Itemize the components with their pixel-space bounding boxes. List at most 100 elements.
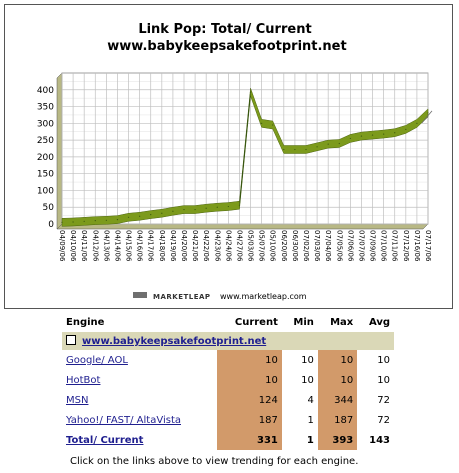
col-max: Max (330, 316, 354, 328)
table-row: HotBot 10 10 10 10 (62, 370, 394, 390)
data-point (205, 207, 207, 209)
x-tick-label: 04/17/06 (147, 230, 155, 262)
max-cell: 10 (317, 370, 358, 390)
x-tick-label: 04/15/06 (125, 230, 133, 262)
x-tick-label: 04/12/06 (91, 230, 99, 262)
data-point (61, 221, 63, 223)
table-row: Google/ AOL 10 10 10 10 (62, 350, 394, 370)
data-point (405, 128, 407, 130)
chart-subtitle: www.babykeepsakefootprint.net (107, 39, 346, 54)
data-point (261, 122, 263, 124)
total-link[interactable]: Total/ Current (66, 434, 144, 446)
data-point (127, 216, 130, 218)
x-tick-label: 07/05/06 (335, 230, 343, 262)
data-point (338, 142, 340, 145)
data-point (227, 205, 229, 208)
data-point (139, 215, 141, 217)
x-tick-label: 07/04/06 (324, 230, 332, 262)
x-tick-label: 07/09/06 (369, 230, 377, 262)
current-cell: 187 (217, 410, 282, 430)
avg-cell: 10 (377, 374, 390, 386)
data-point (72, 221, 74, 223)
x-tick-label: 07/10/06 (380, 230, 388, 262)
engine-table: Engine Current Min Max Avg www.babykeeps… (62, 312, 394, 450)
data-point (183, 208, 185, 211)
y-tick-label: 350 (37, 103, 54, 113)
data-point (360, 135, 363, 137)
y-tick-label: 400 (37, 86, 54, 96)
x-tick-label: 04/09/06 (58, 230, 66, 262)
min-cell: 10 (301, 374, 314, 386)
data-point (238, 204, 241, 206)
table-header-row: Engine Current Min Max Avg (62, 312, 394, 332)
trend-tail (421, 110, 433, 124)
x-axis-floor (56, 223, 429, 230)
max-cell: 344 (317, 390, 358, 410)
avg-cell: 10 (377, 354, 390, 366)
x-tick-label: 04/18/06 (158, 230, 166, 262)
y-tick-label: 150 (37, 170, 54, 180)
data-point (161, 212, 163, 214)
x-tick-label: 04/20/06 (180, 230, 188, 262)
total-current-cell: 331 (217, 430, 282, 450)
y-tick-label: 50 (43, 203, 55, 213)
engine-link[interactable]: HotBot (66, 374, 101, 386)
x-tick-label: 07/12/06 (402, 230, 410, 262)
data-point (327, 143, 329, 145)
col-min: Min (293, 316, 314, 328)
table-row: MSN 124 4 344 72 (62, 390, 394, 410)
x-tick-label: 04/11/06 (80, 230, 88, 262)
current-cell: 10 (217, 370, 282, 390)
checkbox-icon[interactable] (66, 335, 76, 345)
y-tick-label: 250 (37, 136, 54, 146)
marketleap-logo-icon (133, 292, 147, 298)
avg-cell: 72 (377, 394, 390, 406)
data-point (294, 148, 296, 151)
x-tick-label: 07/16/06 (413, 230, 421, 262)
col-engine: Engine (66, 316, 105, 328)
data-point (316, 146, 318, 148)
footer-brand: MARKETLEAP (153, 293, 211, 301)
data-point (371, 134, 374, 136)
x-tick-label: 04/19/06 (169, 230, 177, 262)
x-tick-label: 06/20/06 (280, 230, 288, 262)
col-current: Current (234, 316, 278, 328)
data-point (83, 220, 85, 222)
x-tick-label: 07/11/06 (391, 230, 399, 262)
x-tick-label: 04/10/06 (69, 230, 77, 262)
data-point (150, 214, 152, 216)
data-point (349, 137, 351, 140)
engine-link[interactable]: MSN (66, 394, 89, 406)
x-tick-label: 05/07/06 (258, 230, 266, 262)
x-tick-label: 07/06/06 (346, 230, 354, 262)
x-tick-label: 05/10/06 (269, 230, 277, 262)
x-tick-label: 04/27/06 (235, 230, 243, 262)
engine-link[interactable]: Google/ AOL (66, 354, 128, 366)
domain-row: www.babykeepsakefootprint.net (62, 332, 394, 350)
total-avg-cell: 143 (369, 434, 390, 446)
data-point (194, 208, 196, 211)
x-tick-label: 04/21/06 (191, 230, 199, 262)
domain-link[interactable]: www.babykeepsakefootprint.net (82, 336, 267, 347)
current-cell: 124 (217, 390, 282, 410)
max-cell: 187 (317, 410, 358, 430)
data-point (272, 124, 274, 126)
data-point (383, 133, 385, 135)
data-point (394, 132, 396, 134)
footer-url: www.marketleap.com (220, 292, 307, 301)
x-tick-label: 04/16/06 (136, 230, 144, 262)
x-tick-label: 07/17/06 (424, 230, 432, 262)
y-tick-label: 100 (37, 186, 54, 196)
col-avg: Avg (368, 316, 390, 328)
data-point (427, 112, 429, 114)
engine-link[interactable]: Yahoo!/ FAST/ AltaVista (66, 414, 181, 426)
x-tick-label: 04/23/06 (213, 230, 221, 262)
avg-cell: 72 (377, 414, 390, 426)
y-axis-wall (56, 72, 63, 230)
y-tick-label: 200 (37, 153, 54, 163)
series-jump-segment (239, 88, 251, 210)
min-cell: 1 (307, 414, 314, 426)
total-max-cell: 393 (317, 430, 358, 450)
table-row: Yahoo!/ FAST/ AltaVista 187 1 187 72 (62, 410, 394, 430)
series-band (61, 88, 429, 227)
